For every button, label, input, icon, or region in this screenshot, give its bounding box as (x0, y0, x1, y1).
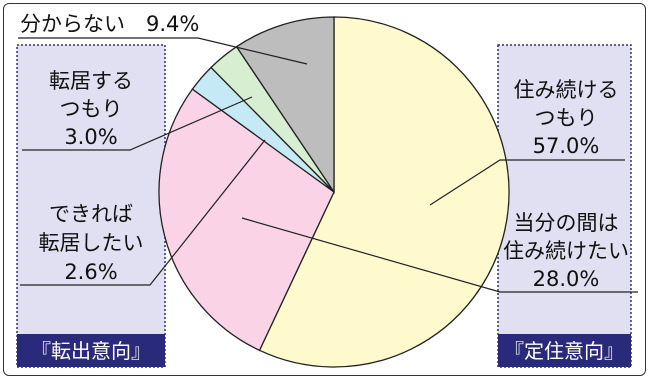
leader-line-maybe-move (20, 139, 266, 286)
svg-text:57.0%: 57.0% (533, 134, 600, 158)
svg-text:つもり: つもり (535, 106, 598, 130)
svg-text:当分の間は: 当分の間は (514, 211, 619, 235)
leader-line-unknown (18, 37, 308, 65)
svg-text:2.6%: 2.6% (64, 260, 117, 284)
slice-unknown (235, 16, 335, 195)
svg-text:28.0%: 28.0% (533, 267, 600, 291)
group-tag-right: 『定住意向』 (504, 339, 624, 363)
slice-stay (258, 16, 510, 368)
group-tag-left: 『転出意向』 (31, 339, 151, 363)
svg-text:住み続ける: 住み続ける (514, 78, 619, 102)
svg-text:転居する: 転居する (49, 69, 133, 93)
pie-slices (158, 16, 510, 368)
svg-text:住み続けたい: 住み続けたい (503, 239, 629, 263)
group-tag-right-bg (498, 334, 631, 367)
svg-text:転居したい: 転居したい (39, 231, 144, 255)
svg-text:できれば: できれば (49, 202, 133, 226)
leader-line-stay (429, 159, 625, 206)
svg-text:つもり: つもり (60, 97, 123, 121)
leader-line-move (22, 96, 253, 151)
group-tag-left-bg (17, 334, 165, 367)
slice-label-stay-for-now: 当分の間は 住み続けたい 28.0% (503, 211, 629, 291)
leader-lines (18, 37, 638, 293)
leader-line-stay-for-now (241, 217, 638, 293)
slice-label-move: 転居する つもり 3.0% (49, 69, 133, 149)
svg-text:分からない 9.4%: 分からない 9.4% (20, 12, 199, 36)
slice-label-unknown: 分からない 9.4% (20, 12, 199, 36)
slice-label-maybe-move: できれば 転居したい 2.6% (39, 202, 144, 284)
slice-label-stay: 住み続ける つもり 57.0% (514, 78, 619, 158)
svg-text:3.0%: 3.0% (64, 125, 117, 149)
group-panel-right (497, 44, 632, 368)
group-panel-left (16, 44, 166, 368)
